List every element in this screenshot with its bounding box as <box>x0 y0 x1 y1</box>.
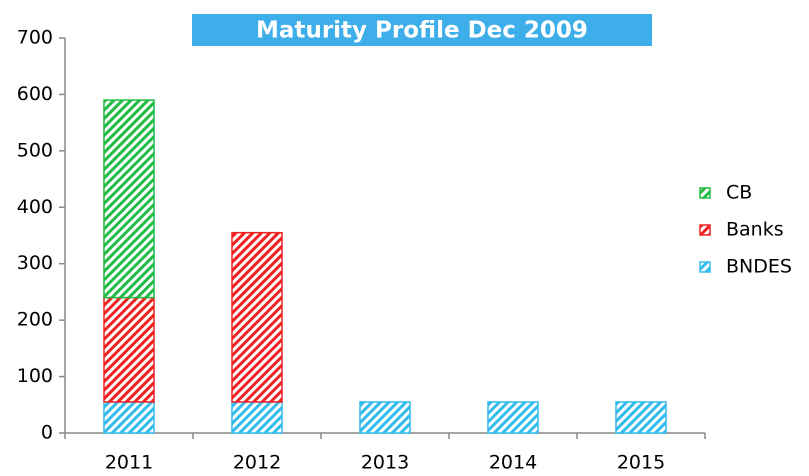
title-box <box>192 14 652 46</box>
legend-label: CB <box>726 182 752 204</box>
bar-segment <box>103 99 155 299</box>
x-tick-label: 2013 <box>361 452 409 474</box>
y-tick-label: 0 <box>41 422 53 444</box>
legend-label: BNDES <box>726 256 792 278</box>
bar-segment <box>103 401 155 434</box>
chart-title: Maturity Profile Dec 2009 <box>256 18 588 44</box>
y-tick-label: 600 <box>17 83 53 105</box>
bar-segment <box>487 401 539 434</box>
y-tick-label: 700 <box>17 27 53 49</box>
legend-swatch <box>699 224 711 236</box>
bar-segment <box>359 401 411 434</box>
x-tick-label: 2011 <box>105 452 153 474</box>
legend-swatch <box>699 261 711 273</box>
y-tick-label: 500 <box>17 139 53 161</box>
bar-segment <box>615 401 667 434</box>
x-tick-label: 2015 <box>617 452 665 474</box>
y-tick-label: 200 <box>17 309 53 331</box>
y-tick-label: 100 <box>17 365 53 387</box>
y-tick-label: 400 <box>17 196 53 218</box>
y-tick-label: 300 <box>17 252 53 274</box>
legend-label: Banks <box>726 219 784 241</box>
x-tick-label: 2014 <box>489 452 537 474</box>
bar-segment <box>103 296 155 403</box>
bar-segment <box>231 231 283 403</box>
legend-swatch <box>699 187 711 199</box>
x-tick-label: 2012 <box>233 452 281 474</box>
bar-segment <box>231 401 283 434</box>
